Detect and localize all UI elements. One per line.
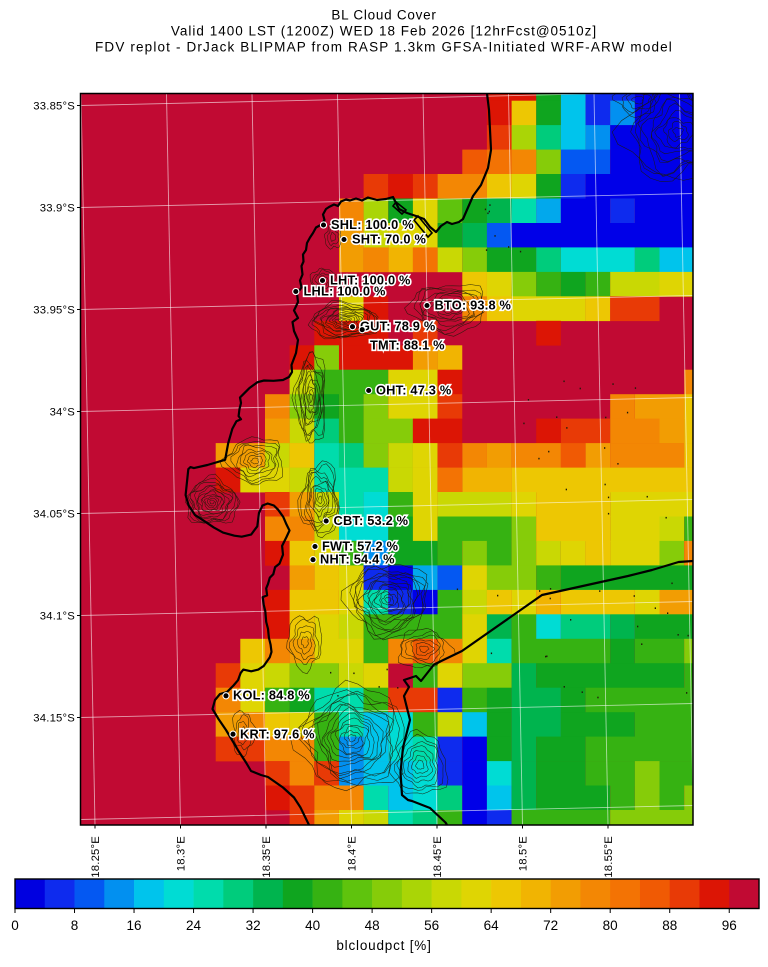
svg-text:0: 0 [11, 918, 19, 933]
svg-text:34.1°S: 34.1°S [40, 610, 76, 622]
svg-text:KOL: 84.8 %: KOL: 84.8 % [233, 688, 310, 703]
svg-text:33.95°S: 33.95°S [33, 304, 75, 316]
svg-text:FDV replot - DrJack BLIPMAP fr: FDV replot - DrJack BLIPMAP from RASP 1.… [95, 40, 673, 55]
svg-text:64: 64 [484, 918, 500, 933]
svg-text:18.3°E: 18.3°E [176, 836, 188, 872]
svg-text:16: 16 [127, 918, 142, 933]
svg-text:8: 8 [71, 918, 79, 933]
svg-text:33.9°S: 33.9°S [40, 202, 76, 214]
svg-text:blcloudpct [%]: blcloudpct [%] [336, 938, 431, 953]
svg-text:FWT: 57.2 %: FWT: 57.2 % [322, 539, 399, 554]
svg-text:18.5°E: 18.5°E [518, 836, 530, 872]
svg-text:BL Cloud Cover: BL Cloud Cover [331, 8, 436, 23]
svg-text:24: 24 [186, 918, 202, 933]
svg-text:56: 56 [424, 918, 439, 933]
svg-text:BTO: 93.8 %: BTO: 93.8 % [435, 298, 512, 313]
svg-text:40: 40 [305, 918, 320, 933]
svg-text:96: 96 [722, 918, 737, 933]
svg-text:KRT: 97.6 %: KRT: 97.6 % [240, 727, 315, 742]
svg-text:18.35°E: 18.35°E [261, 836, 273, 878]
svg-text:34.15°S: 34.15°S [33, 712, 75, 724]
svg-text:33.85°S: 33.85°S [33, 100, 75, 112]
svg-text:18.45°E: 18.45°E [432, 836, 444, 878]
svg-text:32: 32 [246, 918, 261, 933]
svg-text:48: 48 [365, 918, 380, 933]
svg-text:34°S: 34°S [50, 406, 76, 418]
svg-text:GUT: 78.9 %: GUT: 78.9 % [360, 319, 436, 334]
svg-text:SHL: 100.0 %: SHL: 100.0 % [331, 217, 414, 232]
svg-text:OHT: 47.3 %: OHT: 47.3 % [376, 383, 452, 398]
svg-text:18.4°E: 18.4°E [347, 836, 359, 872]
svg-text:LHL: 100.0 %: LHL: 100.0 % [304, 284, 386, 299]
svg-text:Valid 1400 LST (1200Z) WED 18: Valid 1400 LST (1200Z) WED 18 Feb 2026 [… [171, 24, 597, 39]
svg-text:SHT: 70.0 %: SHT: 70.0 % [352, 232, 426, 247]
svg-text:34.05°S: 34.05°S [33, 508, 75, 520]
svg-text:72: 72 [543, 918, 558, 933]
svg-text:NHT: 54.4 %: NHT: 54.4 % [320, 552, 395, 567]
svg-text:88: 88 [662, 918, 677, 933]
svg-text:18.25°E: 18.25°E [90, 836, 102, 878]
svg-text:80: 80 [603, 918, 618, 933]
svg-text:CBT: 53.2 %: CBT: 53.2 % [334, 513, 409, 528]
svg-text:LHT: 100.0 %: LHT: 100.0 % [330, 273, 411, 288]
svg-text:TMT: 88.1 %: TMT: 88.1 % [370, 338, 445, 353]
svg-text:18.55°E: 18.55°E [603, 836, 615, 878]
